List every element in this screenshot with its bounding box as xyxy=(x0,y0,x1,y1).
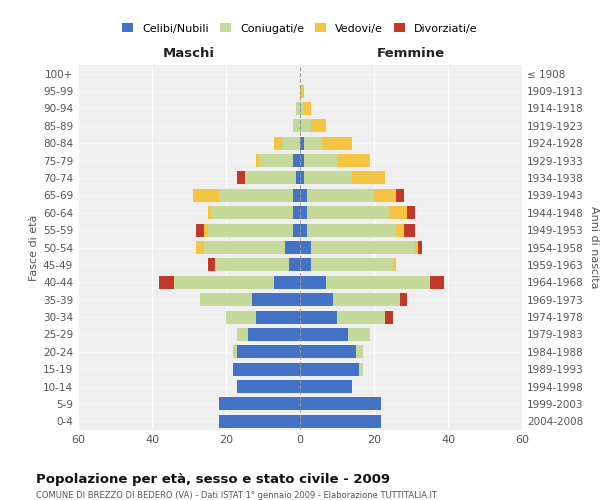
Bar xyxy=(300,362,359,376)
Bar xyxy=(248,328,300,341)
Bar xyxy=(237,346,300,358)
Bar xyxy=(200,293,252,306)
Bar xyxy=(385,310,392,324)
Bar xyxy=(237,328,248,341)
Bar xyxy=(407,206,415,220)
Bar xyxy=(418,241,422,254)
Bar xyxy=(233,362,300,376)
Bar xyxy=(300,276,326,289)
Text: Popolazione per età, sesso e stato civile - 2009: Popolazione per età, sesso e stato civil… xyxy=(36,472,390,486)
Bar xyxy=(307,189,374,202)
Bar xyxy=(415,241,418,254)
Bar xyxy=(304,154,337,167)
Bar xyxy=(293,154,300,167)
Bar xyxy=(160,276,174,289)
Bar xyxy=(285,241,300,254)
Bar xyxy=(311,120,326,132)
Bar xyxy=(396,189,404,202)
Legend: Celibi/Nubili, Coniugati/e, Vedovi/e, Divorziati/e: Celibi/Nubili, Coniugati/e, Vedovi/e, Di… xyxy=(122,23,478,34)
Bar xyxy=(300,398,382,410)
Bar xyxy=(237,172,245,184)
Bar xyxy=(300,172,304,184)
Bar xyxy=(334,293,400,306)
Bar xyxy=(326,276,430,289)
Bar xyxy=(256,310,300,324)
Bar xyxy=(430,276,444,289)
Bar xyxy=(293,120,300,132)
Bar xyxy=(348,328,370,341)
Bar xyxy=(307,224,396,236)
Bar xyxy=(196,224,204,236)
Bar xyxy=(256,154,259,167)
Y-axis label: Anni di nascita: Anni di nascita xyxy=(589,206,599,289)
Bar xyxy=(211,206,293,220)
Bar xyxy=(218,415,300,428)
Bar xyxy=(293,224,300,236)
Bar xyxy=(311,241,415,254)
Bar xyxy=(300,310,337,324)
Bar xyxy=(392,258,396,272)
Bar xyxy=(300,206,307,220)
Bar xyxy=(252,293,300,306)
Bar xyxy=(204,224,208,236)
Bar xyxy=(311,258,392,272)
Bar xyxy=(274,276,300,289)
Y-axis label: Fasce di età: Fasce di età xyxy=(29,214,39,280)
Bar xyxy=(300,84,304,98)
Bar xyxy=(300,120,311,132)
Bar xyxy=(337,154,370,167)
Bar xyxy=(296,172,300,184)
Text: Maschi: Maschi xyxy=(163,47,215,60)
Bar xyxy=(208,206,211,220)
Bar xyxy=(359,362,363,376)
Bar xyxy=(218,398,300,410)
Bar xyxy=(300,346,355,358)
Bar xyxy=(218,189,293,202)
Bar xyxy=(307,206,389,220)
Bar xyxy=(274,136,281,149)
Bar xyxy=(300,293,334,306)
Bar xyxy=(355,346,363,358)
Bar xyxy=(300,102,304,115)
Bar xyxy=(300,154,304,167)
Bar xyxy=(289,258,300,272)
Bar xyxy=(193,189,218,202)
Bar xyxy=(196,241,204,254)
Bar xyxy=(300,328,348,341)
Bar xyxy=(300,258,311,272)
Bar xyxy=(404,224,415,236)
Bar xyxy=(281,136,300,149)
Bar xyxy=(300,136,304,149)
Bar xyxy=(233,346,237,358)
Bar xyxy=(300,415,382,428)
Bar xyxy=(304,172,352,184)
Bar xyxy=(293,189,300,202)
Bar xyxy=(293,206,300,220)
Bar xyxy=(208,258,215,272)
Bar xyxy=(215,258,289,272)
Bar xyxy=(245,172,296,184)
Bar xyxy=(304,136,322,149)
Text: COMUNE DI BREZZO DI BEDERO (VA) - Dati ISTAT 1° gennaio 2009 - Elaborazione TUTT: COMUNE DI BREZZO DI BEDERO (VA) - Dati I… xyxy=(36,491,437,500)
Bar xyxy=(208,224,293,236)
Text: Femmine: Femmine xyxy=(377,47,445,60)
Bar xyxy=(174,276,274,289)
Bar xyxy=(389,206,407,220)
Bar xyxy=(237,380,300,393)
Bar xyxy=(396,224,404,236)
Bar xyxy=(259,154,293,167)
Bar xyxy=(300,189,307,202)
Bar xyxy=(304,102,311,115)
Bar xyxy=(337,310,385,324)
Bar xyxy=(322,136,352,149)
Bar xyxy=(374,189,396,202)
Bar xyxy=(204,241,285,254)
Bar xyxy=(400,293,407,306)
Bar xyxy=(300,241,311,254)
Bar xyxy=(226,310,256,324)
Bar xyxy=(296,102,300,115)
Bar xyxy=(352,172,385,184)
Bar xyxy=(300,224,307,236)
Bar xyxy=(300,380,352,393)
